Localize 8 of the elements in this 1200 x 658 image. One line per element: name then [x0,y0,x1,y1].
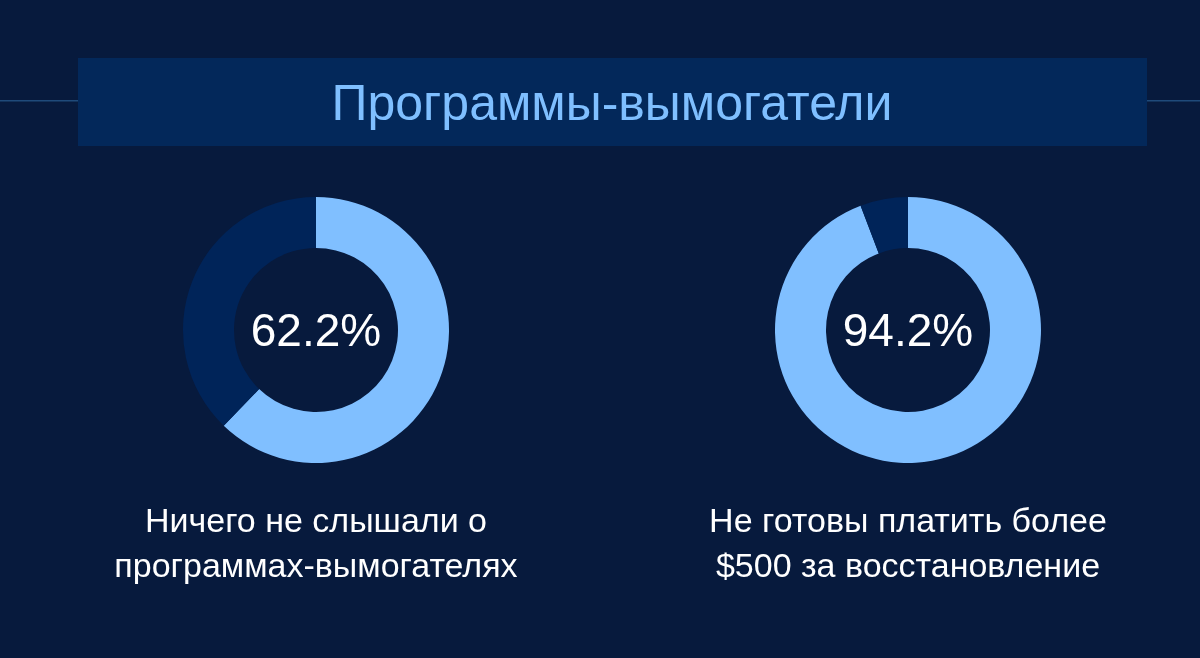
data-label: 62.2% [250,304,382,357]
donut-slice [860,197,908,254]
slice-label: Ничего не слышали о программах-вымогателях [114,501,518,584]
chart-title: Программы-вымогатели [331,74,893,131]
data-label: 94.2% [842,304,974,357]
donut-slice [223,197,449,463]
slice-label: Не готовы платить более $500 за восстановление [709,501,1107,584]
donut-slice [775,197,1041,463]
